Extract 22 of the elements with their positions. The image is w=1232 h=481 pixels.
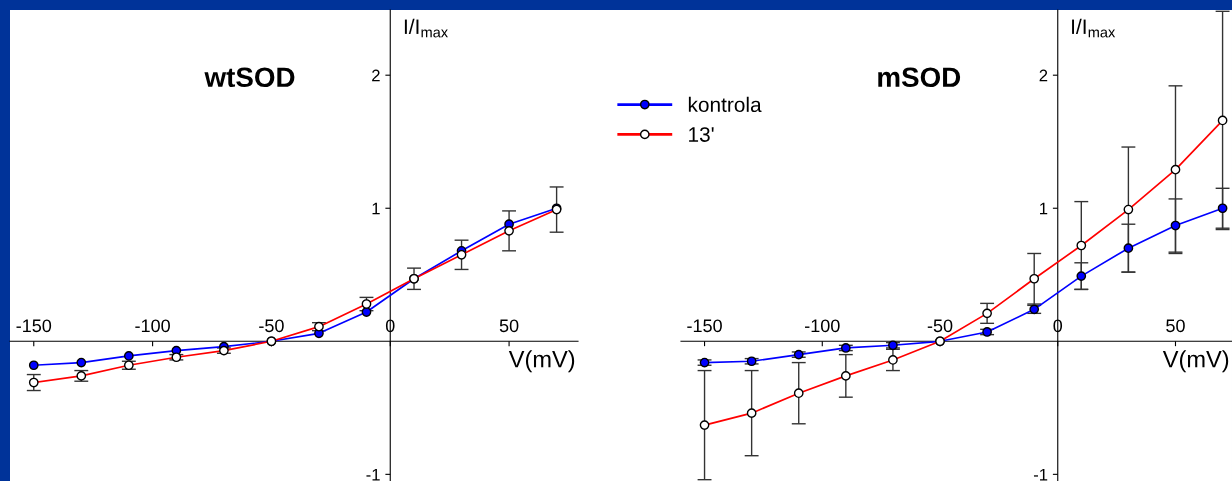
text: wtSOD	[204, 67, 295, 88]
y-tick-label: -1	[366, 468, 380, 481]
x-tick-label: 50	[499, 319, 519, 333]
y-tick-label: 2	[1039, 69, 1048, 82]
y-axis-title: I/I$_{max}$	[1072, 18, 1116, 38]
y-axis-title: I/I$_{max}$	[404, 18, 448, 38]
legend-label: 13'	[689, 127, 714, 142]
x-tick-label: -150	[687, 319, 722, 333]
x-tick-label: -50	[927, 319, 953, 333]
y-tick-label: 1	[372, 202, 380, 215]
x-axis-title: V(mV)	[508, 350, 575, 373]
x-tick-label: 50	[1166, 319, 1185, 333]
x-tick-label: -50	[259, 319, 284, 333]
y-tick-label: 1	[1040, 202, 1048, 215]
text: mSOD	[878, 67, 961, 88]
y-tick-label: 2	[372, 69, 380, 82]
x-axis-title: V(mV)	[1162, 350, 1229, 373]
x-tick-label: -150	[16, 319, 52, 333]
x-tick-label: -100	[135, 319, 170, 333]
x-tick-label: -100	[805, 319, 840, 333]
y-tick-label: -1	[1033, 468, 1048, 481]
legend-label: kontrola	[688, 96, 762, 113]
